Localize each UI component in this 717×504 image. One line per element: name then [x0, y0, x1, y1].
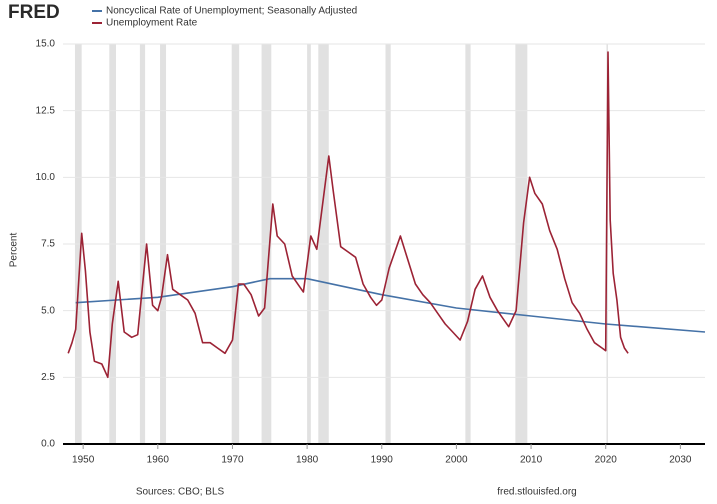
y-tick-label: 7.5: [41, 239, 55, 250]
x-tick-label: 1950: [72, 455, 95, 466]
site-url: fred.stlouisfed.org: [497, 487, 577, 498]
x-tick-label: 2020: [595, 455, 618, 466]
series-line: [67, 51, 629, 379]
x-tick-label: 1990: [371, 455, 394, 466]
legend-label: Unemployment Rate: [106, 18, 198, 29]
x-tick-label: 1960: [147, 455, 170, 466]
y-axis-label: Percent: [9, 233, 20, 268]
y-tick-label: 2.5: [41, 372, 55, 383]
y-tick-label: 10.0: [36, 172, 56, 183]
y-tick-label: 5.0: [41, 305, 55, 316]
legend-label: Noncyclical Rate of Unemployment; Season…: [106, 6, 357, 17]
x-tick-label: 1980: [296, 455, 319, 466]
brand-logo: FRED: [8, 2, 60, 23]
x-tick-label: 1970: [221, 455, 244, 466]
x-tick-label: 2030: [669, 455, 692, 466]
source: Sources: CBO; BLS: [136, 487, 225, 498]
series-line: [75, 277, 706, 333]
y-tick-label: 12.5: [36, 105, 56, 116]
x-tick-label: 2000: [445, 455, 468, 466]
x-tick-label: 2010: [520, 455, 543, 466]
y-tick-label: 15.0: [36, 39, 56, 50]
y-tick-label: 0.0: [41, 439, 55, 450]
